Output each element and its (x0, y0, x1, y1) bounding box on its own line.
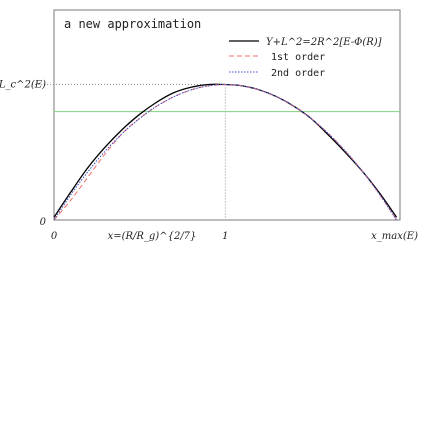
chart-title: a new approximation (64, 17, 201, 31)
series-2nd-order-curve (53, 84, 397, 221)
y-tick-label-0: 0 (40, 217, 47, 228)
x-axis-label: x=(R/R_g)^{2/7} (108, 231, 197, 242)
x-tick-label-max: x_max(E) (371, 231, 418, 242)
plot-frame (53, 9, 401, 221)
legend-label-1st-order: 1st order (271, 52, 325, 63)
legend: Y+L^2=2R^2[E-Φ(R)] 1st order 2nd order (229, 37, 382, 79)
y-tick-label-peak: L_c^2(E) (0, 80, 46, 91)
legend-label-exact: Y+L^2=2R^2[E-Φ(R)] (266, 37, 382, 48)
x-tick-label-0: 0 (51, 231, 58, 242)
legend-label-2nd-order: 2nd order (271, 68, 325, 79)
x-tick-label-1: 1 (222, 231, 228, 242)
